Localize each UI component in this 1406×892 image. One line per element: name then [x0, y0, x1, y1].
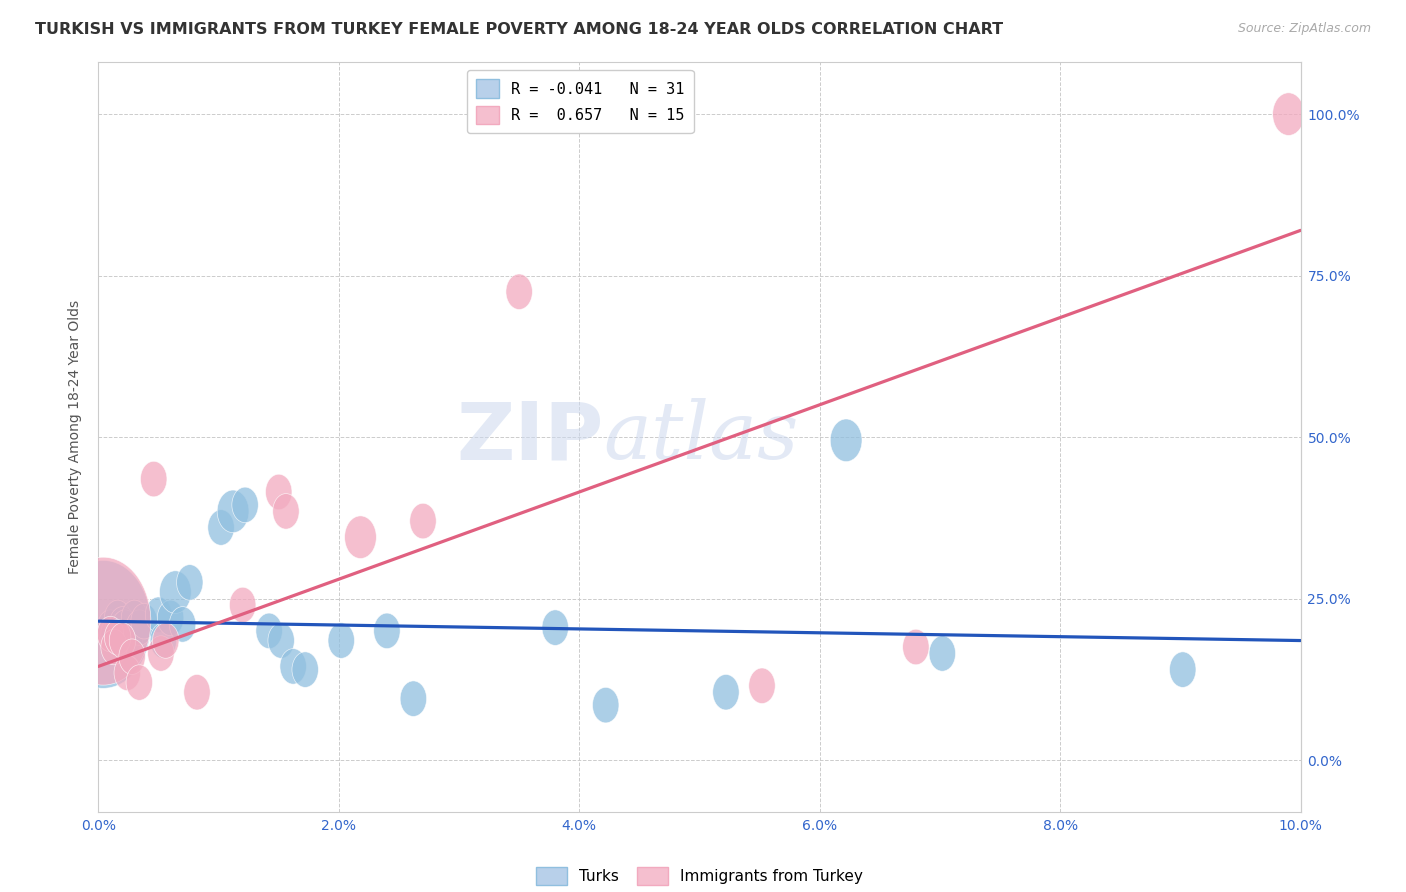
Ellipse shape	[344, 516, 377, 558]
Ellipse shape	[831, 419, 862, 462]
Ellipse shape	[401, 681, 426, 716]
Ellipse shape	[184, 674, 211, 710]
Ellipse shape	[541, 610, 568, 646]
Ellipse shape	[110, 607, 136, 642]
Ellipse shape	[152, 623, 179, 658]
Ellipse shape	[159, 571, 191, 614]
Ellipse shape	[929, 636, 956, 672]
Ellipse shape	[749, 668, 775, 704]
Ellipse shape	[145, 597, 172, 632]
Text: atlas: atlas	[603, 399, 799, 475]
Ellipse shape	[148, 636, 174, 672]
Ellipse shape	[208, 509, 235, 545]
Ellipse shape	[101, 616, 128, 652]
Ellipse shape	[131, 603, 157, 639]
Ellipse shape	[121, 600, 148, 636]
Ellipse shape	[127, 665, 152, 700]
Ellipse shape	[104, 620, 131, 655]
Y-axis label: Female Poverty Among 18-24 Year Olds: Female Poverty Among 18-24 Year Olds	[69, 300, 83, 574]
Ellipse shape	[409, 503, 436, 539]
Text: Source: ZipAtlas.com: Source: ZipAtlas.com	[1237, 22, 1371, 36]
Ellipse shape	[101, 629, 128, 665]
Legend: Turks, Immigrants from Turkey: Turks, Immigrants from Turkey	[530, 861, 869, 891]
Ellipse shape	[169, 607, 195, 642]
Ellipse shape	[266, 475, 292, 509]
Ellipse shape	[374, 613, 401, 648]
Ellipse shape	[229, 587, 256, 623]
Ellipse shape	[273, 493, 299, 529]
Ellipse shape	[713, 674, 740, 710]
Ellipse shape	[104, 600, 131, 636]
Ellipse shape	[114, 655, 141, 690]
Text: ZIP: ZIP	[456, 398, 603, 476]
Ellipse shape	[280, 648, 307, 684]
Ellipse shape	[157, 600, 184, 636]
Ellipse shape	[1272, 93, 1305, 136]
Ellipse shape	[177, 565, 202, 600]
Ellipse shape	[141, 461, 167, 497]
Ellipse shape	[117, 620, 143, 655]
Ellipse shape	[269, 623, 294, 658]
Ellipse shape	[107, 613, 134, 648]
Ellipse shape	[232, 487, 259, 523]
Ellipse shape	[506, 274, 533, 310]
Ellipse shape	[328, 623, 354, 658]
Ellipse shape	[256, 613, 283, 648]
Ellipse shape	[56, 558, 150, 685]
Ellipse shape	[111, 610, 138, 646]
Ellipse shape	[592, 688, 619, 723]
Ellipse shape	[97, 610, 124, 646]
Ellipse shape	[292, 652, 318, 688]
Ellipse shape	[1170, 652, 1197, 688]
Ellipse shape	[120, 639, 145, 674]
Ellipse shape	[150, 623, 177, 658]
Text: TURKISH VS IMMIGRANTS FROM TURKEY FEMALE POVERTY AMONG 18-24 YEAR OLDS CORRELATI: TURKISH VS IMMIGRANTS FROM TURKEY FEMALE…	[35, 22, 1004, 37]
Ellipse shape	[127, 610, 152, 646]
Ellipse shape	[97, 616, 124, 652]
Ellipse shape	[110, 623, 136, 658]
Ellipse shape	[56, 560, 150, 689]
Ellipse shape	[217, 490, 249, 533]
Ellipse shape	[903, 629, 929, 665]
